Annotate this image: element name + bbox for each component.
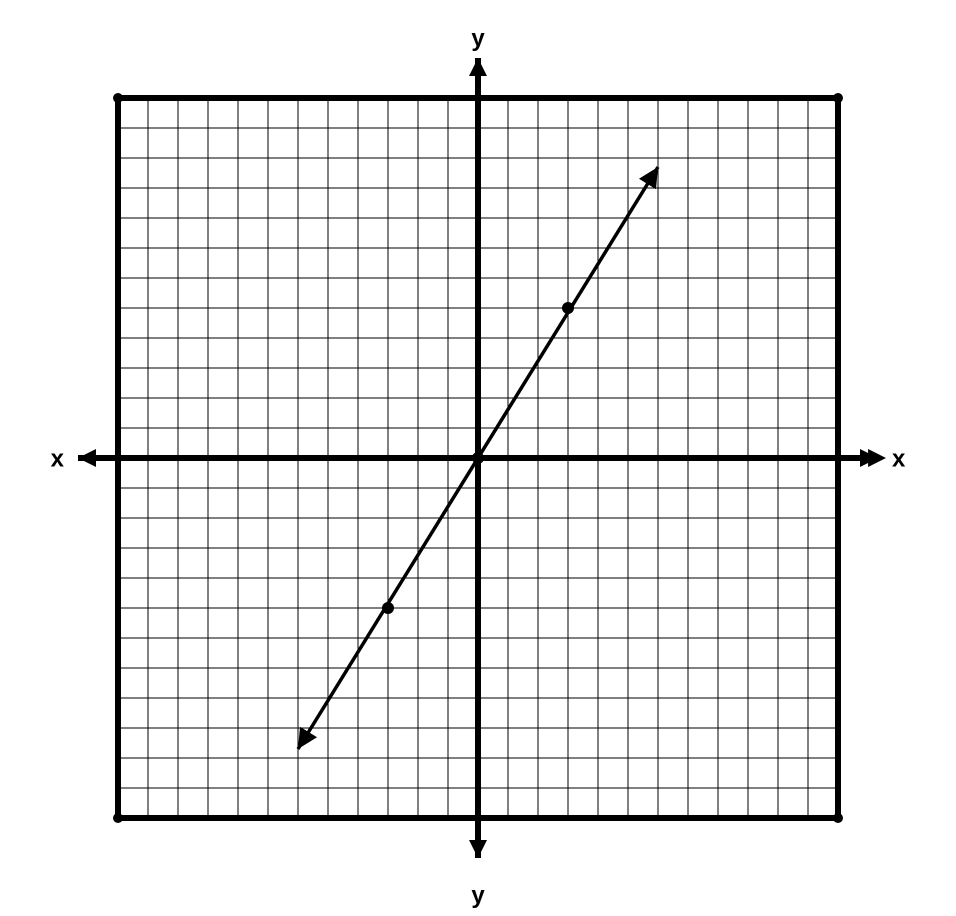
corner-dot: [833, 813, 843, 823]
x-axis-arrow-left: [78, 449, 96, 467]
corner-dot: [113, 813, 123, 823]
y-axis-label-bottom: y: [471, 882, 485, 908]
line-arrow-start: [298, 727, 317, 749]
y-axis-arrow-down: [469, 840, 487, 858]
y-axis-arrow-up: [469, 58, 487, 76]
x-axis-label-left: x: [51, 445, 65, 472]
corner-dot: [833, 93, 843, 103]
x-axis-arrow-right: [860, 449, 878, 467]
y-axis-label-top: y: [471, 25, 485, 52]
graph-container: y y x x: [0, 0, 956, 916]
corner-dot: [113, 93, 123, 103]
data-point: [382, 602, 394, 614]
x-axis-label-right: x: [892, 445, 906, 472]
data-point: [472, 452, 484, 464]
coordinate-graph: y y x x: [18, 8, 938, 908]
line-arrow-end: [639, 167, 658, 189]
data-point: [562, 302, 574, 314]
